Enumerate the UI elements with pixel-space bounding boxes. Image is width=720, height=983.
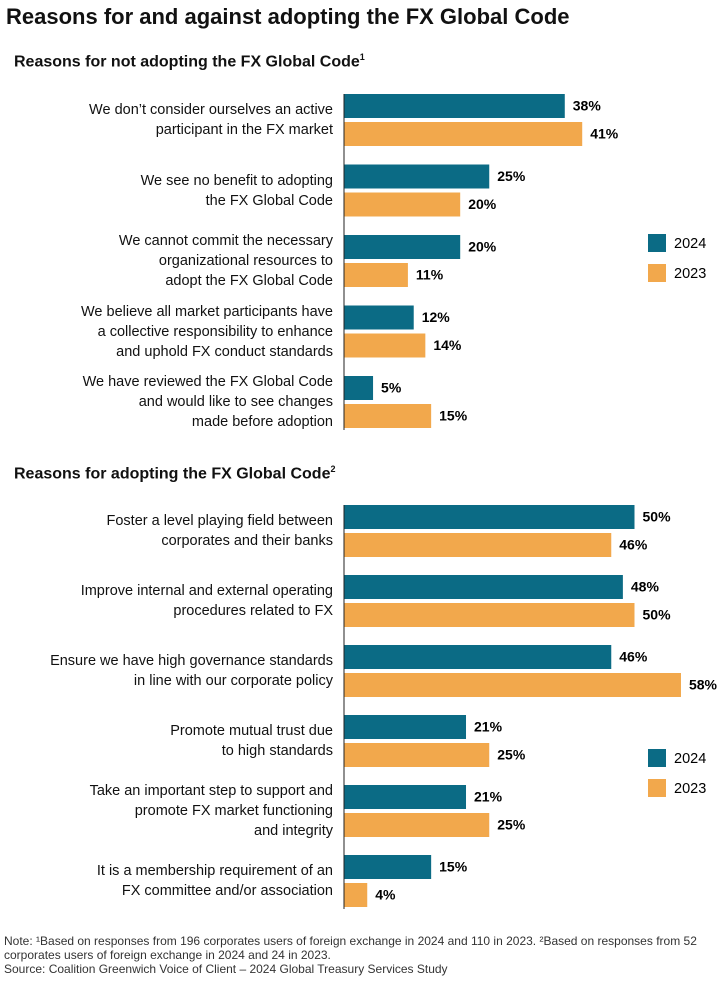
subtitle-marker: 1 — [359, 52, 365, 62]
value-label: 15% — [439, 408, 468, 424]
value-label: 12% — [422, 309, 451, 325]
category-label: Take an important step to support and pr… — [89, 783, 333, 839]
bar — [344, 743, 490, 767]
category-label: Promote mutual trust due to high standar… — [170, 723, 333, 759]
bar — [344, 235, 461, 259]
chart-subtitle: Reasons for adopting the FX Global Code2 — [14, 464, 335, 483]
category-label: We have reviewed the FX Global Code and … — [82, 374, 333, 430]
note: Note: ¹Based on responses from 196 corpo… — [4, 934, 697, 962]
bar — [344, 164, 490, 189]
category-label: We cannot commit the necessary organizat… — [118, 233, 333, 289]
bar — [344, 333, 426, 358]
value-label: 21% — [474, 719, 503, 735]
value-label: 58% — [689, 677, 718, 693]
subtitle-marker: 2 — [330, 464, 336, 474]
value-label: 5% — [381, 380, 402, 396]
bar — [344, 883, 368, 907]
legend-swatch — [648, 234, 666, 252]
value-label: 20% — [468, 196, 497, 212]
legend-label: 2024 — [674, 751, 706, 767]
value-label: 25% — [497, 168, 526, 184]
value-label: 14% — [433, 337, 462, 353]
bar — [344, 505, 635, 529]
legend-label: 2024 — [674, 236, 706, 252]
value-label: 50% — [643, 509, 672, 525]
bar — [344, 575, 623, 599]
value-label: 15% — [439, 859, 468, 875]
bar — [344, 645, 612, 669]
bar — [344, 855, 432, 879]
bar — [344, 404, 432, 428]
value-label: 46% — [619, 649, 648, 665]
source: Source: Coalition Greenwich Voice of Cli… — [4, 962, 448, 976]
category-label: We believe all market participants have … — [81, 303, 333, 360]
value-label: 11% — [416, 267, 444, 283]
value-label: 46% — [619, 537, 648, 553]
bar — [344, 376, 374, 400]
category-label: Foster a level playing field between cor… — [106, 513, 334, 549]
category-label: Improve internal and external operating … — [80, 583, 333, 619]
legend-swatch — [648, 779, 666, 797]
bar — [344, 673, 681, 697]
category-label: We don’t consider ourselves an active pa… — [89, 102, 333, 138]
value-label: 4% — [375, 887, 396, 903]
bar — [344, 94, 565, 118]
value-label: 20% — [468, 239, 497, 255]
value-label: 25% — [497, 747, 526, 763]
legend-swatch — [648, 264, 666, 282]
value-label: 25% — [497, 817, 526, 833]
value-label: 21% — [474, 789, 503, 805]
bar — [344, 305, 414, 330]
bar — [344, 533, 612, 557]
category-label: It is a membership requirement of an FX … — [96, 863, 333, 899]
page-title: Reasons for and against adopting the FX … — [6, 4, 570, 29]
legend-swatch — [648, 749, 666, 767]
value-label: 41% — [590, 126, 619, 142]
category-label: We see no benefit to adopting the FX Glo… — [140, 172, 333, 209]
bar — [344, 122, 583, 146]
category-label: Ensure we have high governance standards… — [50, 653, 333, 689]
legend-label: 2023 — [674, 781, 706, 797]
value-label: 38% — [573, 98, 602, 114]
subtitle-text: Reasons for not adopting the FX Global C… — [14, 53, 360, 71]
bar — [344, 715, 467, 739]
bar — [344, 263, 408, 287]
legend-label: 2023 — [674, 266, 706, 282]
bar — [344, 785, 467, 809]
bar — [344, 813, 490, 837]
notes: Note: ¹Based on responses from 196 corpo… — [4, 934, 716, 976]
subtitle-text: Reasons for adopting the FX Global Code — [14, 465, 331, 483]
value-label: 48% — [631, 579, 660, 595]
bar — [344, 603, 635, 627]
bar — [344, 192, 461, 217]
value-label: 50% — [643, 607, 672, 623]
chart-subtitle: Reasons for not adopting the FX Global C… — [14, 52, 365, 71]
